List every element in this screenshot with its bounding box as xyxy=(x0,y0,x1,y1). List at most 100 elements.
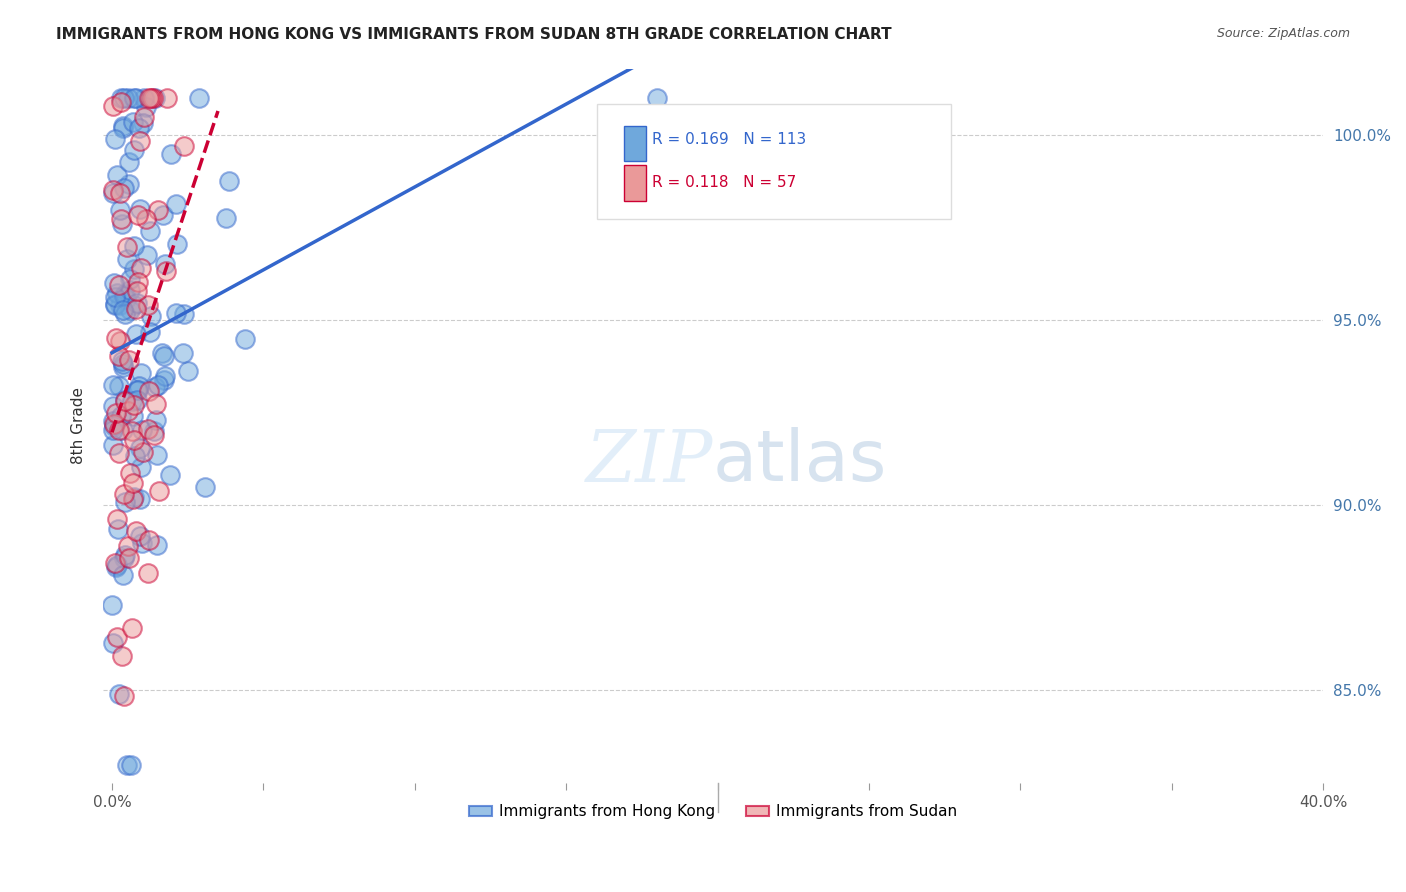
Immigrants from Sudan xyxy=(132,110,155,124)
Immigrants from Sudan xyxy=(143,428,166,442)
Immigrants from Hong Kong xyxy=(101,399,124,413)
Immigrants from Hong Kong xyxy=(118,272,141,286)
Immigrants from Sudan xyxy=(127,275,149,289)
Immigrants from Hong Kong xyxy=(645,91,668,105)
Immigrants from Hong Kong xyxy=(131,536,153,550)
Immigrants from Sudan xyxy=(108,424,131,438)
Immigrants from Hong Kong xyxy=(128,441,150,455)
Immigrants from Sudan xyxy=(112,487,135,501)
Immigrants from Hong Kong xyxy=(160,147,183,161)
Immigrants from Sudan xyxy=(122,491,145,506)
Immigrants from Hong Kong xyxy=(128,492,150,507)
Immigrants from Hong Kong xyxy=(120,283,142,297)
Immigrants from Hong Kong xyxy=(103,276,125,290)
Immigrants from Hong Kong xyxy=(111,359,134,374)
Immigrants from Hong Kong xyxy=(103,419,125,434)
Immigrants from Sudan xyxy=(127,285,149,299)
Immigrants from Hong Kong xyxy=(153,349,176,363)
Immigrants from Hong Kong xyxy=(153,369,176,384)
Immigrants from Hong Kong xyxy=(173,307,195,321)
Immigrants from Sudan xyxy=(135,211,157,226)
Text: R = 0.169   N = 113: R = 0.169 N = 113 xyxy=(652,133,806,147)
Immigrants from Hong Kong xyxy=(111,357,134,371)
Immigrants from Sudan xyxy=(142,91,165,105)
Immigrants from Hong Kong xyxy=(112,289,135,303)
Immigrants from Sudan xyxy=(108,186,131,200)
Immigrants from Hong Kong xyxy=(131,115,153,129)
Immigrants from Hong Kong xyxy=(114,548,136,562)
Immigrants from Hong Kong xyxy=(114,393,136,408)
Legend: Immigrants from Hong Kong, Immigrants from Sudan: Immigrants from Hong Kong, Immigrants fr… xyxy=(463,798,963,825)
Immigrants from Hong Kong xyxy=(118,155,141,169)
Immigrants from Hong Kong xyxy=(129,529,152,543)
Immigrants from Hong Kong xyxy=(128,121,150,136)
Immigrants from Hong Kong xyxy=(111,354,134,368)
Immigrants from Hong Kong xyxy=(101,423,124,437)
Immigrants from Sudan xyxy=(117,404,139,418)
Immigrants from Sudan xyxy=(138,384,160,399)
Immigrants from Hong Kong xyxy=(233,332,256,346)
Immigrants from Hong Kong xyxy=(112,181,135,195)
Immigrants from Hong Kong xyxy=(115,252,138,267)
Immigrants from Sudan xyxy=(173,139,195,153)
Immigrants from Sudan xyxy=(122,476,145,491)
Immigrants from Hong Kong xyxy=(143,379,166,393)
Immigrants from Hong Kong xyxy=(101,598,124,612)
Immigrants from Hong Kong xyxy=(107,522,129,536)
Text: IMMIGRANTS FROM HONG KONG VS IMMIGRANTS FROM SUDAN 8TH GRADE CORRELATION CHART: IMMIGRANTS FROM HONG KONG VS IMMIGRANTS … xyxy=(56,27,891,42)
Immigrants from Sudan xyxy=(136,421,159,435)
Immigrants from Sudan xyxy=(145,397,167,411)
Immigrants from Hong Kong xyxy=(103,636,125,650)
Y-axis label: 8th Grade: 8th Grade xyxy=(72,387,86,464)
Immigrants from Sudan xyxy=(117,539,139,553)
Immigrants from Sudan xyxy=(114,394,136,409)
Immigrants from Sudan xyxy=(103,417,125,431)
Immigrants from Hong Kong xyxy=(215,211,238,225)
Immigrants from Hong Kong xyxy=(172,346,194,360)
Immigrants from Sudan xyxy=(110,95,132,109)
Immigrants from Hong Kong xyxy=(110,409,132,424)
FancyBboxPatch shape xyxy=(598,104,950,219)
Immigrants from Hong Kong xyxy=(118,177,141,191)
Immigrants from Hong Kong xyxy=(112,550,135,565)
Immigrants from Hong Kong xyxy=(103,290,125,304)
Immigrants from Sudan xyxy=(146,202,169,217)
Immigrants from Hong Kong xyxy=(122,298,145,312)
Immigrants from Hong Kong xyxy=(165,196,187,211)
Immigrants from Hong Kong xyxy=(139,325,162,339)
Immigrants from Sudan xyxy=(105,406,128,420)
Immigrants from Hong Kong xyxy=(114,287,136,301)
Immigrants from Hong Kong xyxy=(122,409,145,424)
Immigrants from Sudan xyxy=(122,398,145,412)
Immigrants from Hong Kong xyxy=(112,567,135,582)
Immigrants from Hong Kong xyxy=(125,295,148,310)
Immigrants from Hong Kong xyxy=(128,379,150,393)
Bar xyxy=(624,165,645,201)
Immigrants from Hong Kong xyxy=(112,424,135,438)
Immigrants from Hong Kong xyxy=(132,91,155,105)
Immigrants from Hong Kong xyxy=(188,91,211,105)
Immigrants from Sudan xyxy=(138,91,160,105)
Immigrants from Hong Kong xyxy=(152,208,174,222)
Immigrants from Hong Kong xyxy=(127,383,149,397)
Immigrants from Hong Kong xyxy=(129,459,152,474)
Immigrants from Hong Kong xyxy=(114,307,136,321)
Immigrants from Hong Kong xyxy=(122,238,145,252)
Immigrants from Hong Kong xyxy=(135,100,157,114)
Immigrants from Hong Kong xyxy=(155,257,177,271)
Text: R = 0.118   N = 57: R = 0.118 N = 57 xyxy=(652,176,796,190)
Text: atlas: atlas xyxy=(713,427,887,496)
Immigrants from Hong Kong xyxy=(124,326,146,341)
Immigrants from Hong Kong xyxy=(122,91,145,105)
Immigrants from Hong Kong xyxy=(104,298,127,312)
Immigrants from Hong Kong xyxy=(125,392,148,407)
Immigrants from Sudan xyxy=(121,425,143,439)
Immigrants from Hong Kong xyxy=(110,203,132,218)
Immigrants from Hong Kong xyxy=(146,538,169,552)
Immigrants from Hong Kong xyxy=(115,292,138,306)
Immigrants from Hong Kong xyxy=(112,91,135,105)
Immigrants from Sudan xyxy=(136,298,159,312)
Immigrants from Sudan xyxy=(101,99,124,113)
Immigrants from Hong Kong xyxy=(127,384,149,398)
Immigrants from Hong Kong xyxy=(143,91,166,105)
